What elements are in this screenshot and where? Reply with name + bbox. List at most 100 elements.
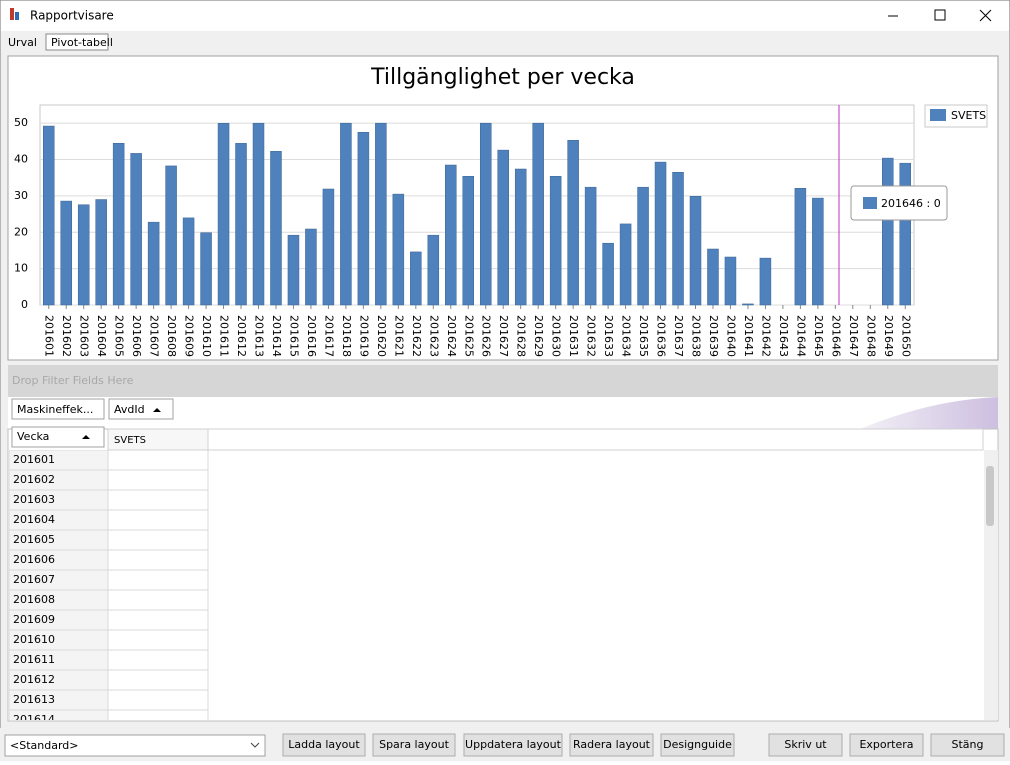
- bar: [462, 176, 475, 306]
- footer-button[interactable]: [768, 733, 843, 757]
- x-tick-label: 201621: [392, 315, 405, 357]
- bar: [305, 228, 317, 306]
- x-tick-label: 201642: [759, 315, 772, 357]
- tab-label[interactable]: Urval: [8, 36, 37, 49]
- row-label: 201606: [13, 553, 55, 566]
- tab-label[interactable]: Pivot-tabell: [51, 36, 113, 49]
- scrollbar-thumb[interactable]: [986, 466, 994, 526]
- x-tick-label: 201631: [567, 315, 580, 357]
- value-cell: [107, 649, 209, 671]
- x-tick-label: 201649: [882, 315, 895, 357]
- bar: [287, 234, 300, 306]
- x-tick-label: 201644: [794, 315, 807, 357]
- row-label: 201609: [13, 613, 55, 626]
- active-tab[interactable]: [45, 33, 109, 51]
- bar: [445, 164, 457, 306]
- bar: [375, 122, 387, 306]
- footer-button[interactable]: [569, 733, 654, 757]
- footer-button-label: Exportera: [859, 738, 913, 751]
- bar: [479, 122, 492, 306]
- x-tick-label: 201635: [637, 315, 650, 357]
- bar: [567, 140, 579, 306]
- maximize-button[interactable]: [934, 9, 946, 21]
- x-tick-label: 201616: [305, 315, 318, 357]
- pivot-rows: 49,213470699014128,582190325218827,57569…: [9, 450, 209, 726]
- x-tick-label: 201624: [445, 315, 458, 357]
- x-tick-label: 201648: [864, 315, 877, 357]
- value-cell: [107, 609, 209, 631]
- bar: [637, 186, 649, 306]
- bar: [707, 248, 719, 306]
- x-tick-label: 201643: [777, 315, 790, 357]
- x-tick-label: 201610: [200, 315, 213, 357]
- x-tick-label: 201647: [847, 315, 860, 357]
- row-label: 201605: [13, 533, 55, 546]
- bar: [514, 168, 527, 306]
- bar: [794, 188, 807, 306]
- bar: [42, 125, 55, 306]
- value-cell: [107, 709, 209, 720]
- bar: [112, 142, 125, 306]
- layout-combo[interactable]: [4, 734, 266, 757]
- x-tick-label: 201620: [375, 315, 388, 357]
- x-tick-label: 201626: [480, 315, 493, 357]
- x-tick-label: 201636: [655, 315, 668, 357]
- footer-button[interactable]: [372, 733, 456, 757]
- row-label: 201614: [13, 713, 55, 726]
- field-label: Maskineffek...: [17, 403, 93, 416]
- bar: [95, 199, 107, 306]
- x-tick-label: 201607: [148, 315, 161, 357]
- row-cell: [9, 709, 109, 720]
- bar: [182, 217, 195, 306]
- row-label: 201612: [13, 673, 55, 686]
- row-label: 201604: [13, 513, 55, 526]
- bar: [130, 153, 142, 306]
- x-tick-label: 201622: [410, 315, 423, 357]
- x-tick-label: 201639: [707, 315, 720, 357]
- footer-button[interactable]: [463, 733, 563, 757]
- combo-arrow: [250, 742, 260, 748]
- value-cell: [107, 689, 209, 711]
- filter-area: [8, 365, 998, 397]
- footer-button[interactable]: [930, 733, 1005, 757]
- y-tick-label: 20: [14, 225, 28, 238]
- bar: [672, 172, 684, 306]
- app-icon: [10, 8, 14, 20]
- value-cell: [107, 450, 209, 471]
- close-button[interactable]: [979, 9, 992, 22]
- value-cell: [107, 509, 209, 531]
- bar: [602, 242, 614, 306]
- x-tick-label: 201613: [253, 315, 266, 357]
- bar: [689, 196, 702, 306]
- y-tick-label: 50: [14, 116, 28, 129]
- x-tick-label: 201601: [43, 315, 56, 357]
- x-tick-label: 201611: [218, 315, 231, 357]
- row-label: 201603: [13, 493, 55, 506]
- tooltip-swatch: [863, 197, 877, 209]
- bar: [497, 149, 509, 306]
- row-header[interactable]: [11, 426, 105, 448]
- bar: [724, 256, 737, 306]
- layout-combo-value: <Standard>: [10, 739, 78, 752]
- bar: [270, 151, 282, 306]
- x-tick-label: 201612: [235, 315, 248, 357]
- x-tick-label: 201650: [899, 315, 912, 357]
- bar: [392, 193, 405, 306]
- value-cell: [107, 569, 209, 591]
- bar: [60, 200, 72, 306]
- row-label: 201602: [13, 473, 55, 486]
- footer-button[interactable]: [849, 733, 924, 757]
- x-tick-label: 201625: [462, 315, 475, 357]
- field-button[interactable]: [11, 398, 105, 420]
- footer-button[interactable]: [660, 733, 735, 757]
- row-label: 201613: [13, 693, 55, 706]
- field-button[interactable]: [108, 398, 174, 420]
- bar: [322, 188, 335, 306]
- bar: [812, 197, 824, 306]
- x-tick-label: 201618: [340, 315, 353, 357]
- row-label: 201610: [13, 633, 55, 646]
- bar: [427, 234, 440, 306]
- bar: [654, 161, 667, 306]
- footer-button[interactable]: [282, 733, 366, 757]
